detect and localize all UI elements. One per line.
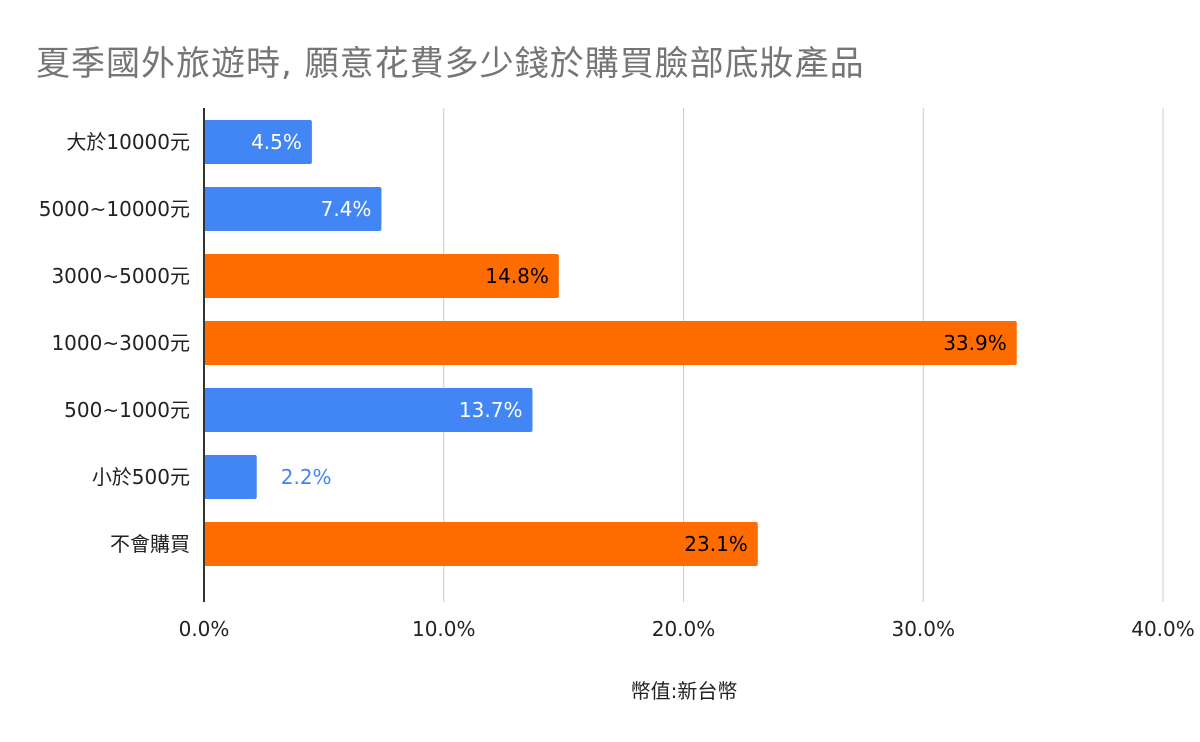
bar [204,455,257,499]
data-label: 14.8% [485,264,549,288]
bar [204,187,382,231]
data-label: 33.9% [943,331,1007,355]
category-label: 500~1000元 [64,398,190,422]
x-tick-label: 10.0% [412,617,476,641]
category-label: 不會購買 [110,532,190,556]
data-label: 2.2% [281,465,332,489]
x-axis-title: 幣值:新台幣 [631,679,738,703]
category-label: 大於10000元 [66,130,190,154]
x-tick-label: 40.0% [1131,617,1195,641]
category-label: 3000~5000元 [51,264,190,288]
category-label: 5000~10000元 [39,197,190,221]
category-label: 1000~3000元 [51,331,190,355]
x-tick-label: 30.0% [891,617,955,641]
chart-title: 夏季國外旅遊時, 願意花費多少錢於購買臉部底妝產品 [36,44,865,84]
bar [204,522,758,566]
category-label: 小於500元 [92,465,190,489]
bar [204,120,312,164]
x-tick-label: 20.0% [652,617,716,641]
data-label: 13.7% [459,398,523,422]
bar [204,254,559,298]
data-label: 7.4% [321,197,372,221]
x-tick-label: 0.0% [179,617,230,641]
bar [204,321,1017,365]
data-label: 23.1% [684,532,748,556]
data-label: 4.5% [251,130,302,154]
bar [204,388,533,432]
